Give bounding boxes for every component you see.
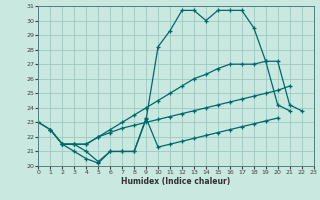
X-axis label: Humidex (Indice chaleur): Humidex (Indice chaleur) [121,177,231,186]
